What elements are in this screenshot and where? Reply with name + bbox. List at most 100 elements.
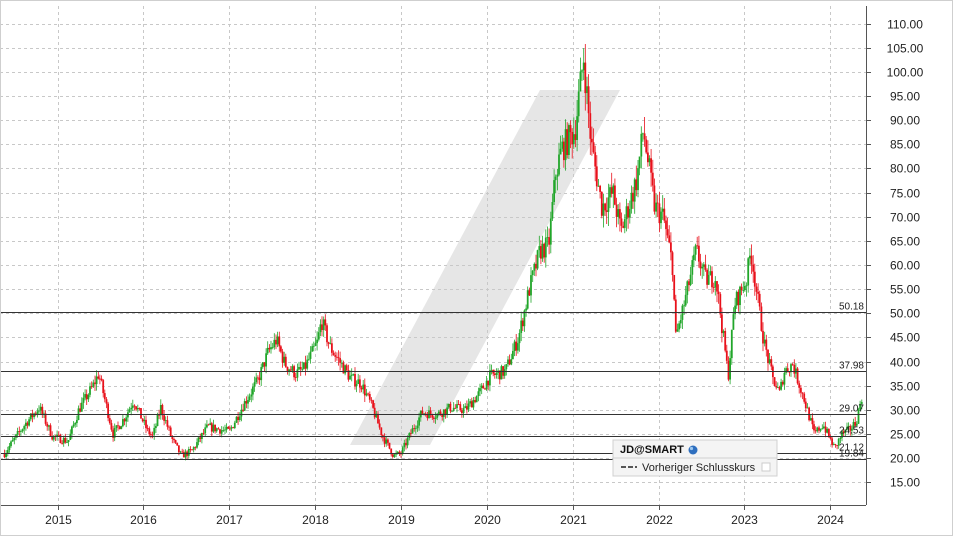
- candle-up: [523, 310, 526, 327]
- candle-up: [115, 425, 118, 429]
- candle-up: [633, 179, 636, 202]
- y-tick-label: 95.00: [890, 90, 920, 104]
- candle-up: [538, 246, 541, 251]
- candle-down: [814, 430, 817, 432]
- candle-up: [477, 391, 480, 396]
- candle-down: [85, 394, 88, 400]
- candle-up: [785, 368, 787, 373]
- candle-up: [536, 250, 539, 269]
- candle-up: [691, 260, 694, 275]
- candle-down: [150, 434, 152, 436]
- candle-down: [781, 381, 784, 385]
- candle-up: [701, 266, 704, 269]
- candle-down: [508, 359, 511, 365]
- legend: JD@SMART Vorheriger Schlusskurs: [612, 439, 778, 477]
- candle-up: [36, 411, 39, 414]
- candle-up: [707, 274, 710, 285]
- candle-up: [686, 281, 689, 295]
- candle-up: [322, 319, 325, 330]
- candle-down: [299, 367, 302, 370]
- candle-up: [640, 133, 643, 157]
- y-tick-label: 60.00: [890, 259, 920, 273]
- candle-up: [396, 451, 399, 454]
- candle-up: [130, 407, 133, 410]
- candle-up: [446, 407, 448, 415]
- candle-up: [679, 320, 682, 324]
- candle-down: [831, 438, 833, 446]
- candle-down: [651, 172, 654, 186]
- candle-up: [823, 426, 825, 429]
- candle-up: [196, 442, 198, 448]
- horizontal-gridlines: [0, 24, 866, 483]
- candle-down: [34, 413, 37, 415]
- candle-down: [470, 401, 473, 408]
- candle-up: [62, 437, 65, 444]
- candle-up: [768, 359, 771, 364]
- candle-down: [604, 203, 606, 211]
- candle-up: [16, 431, 19, 435]
- candle-up: [526, 290, 529, 309]
- candle-down: [202, 433, 205, 434]
- candle-down: [668, 235, 671, 243]
- legend-checkbox[interactable]: [761, 462, 771, 472]
- candle-up: [253, 382, 256, 387]
- candle-down: [390, 448, 393, 455]
- candle-up: [222, 430, 225, 431]
- candle-up: [204, 427, 207, 434]
- candle-up: [8, 446, 11, 450]
- y-tick-label: 45.00: [890, 331, 920, 345]
- candle-up: [416, 425, 419, 429]
- candle-down: [49, 425, 52, 437]
- candle-up: [655, 202, 657, 212]
- candle-down: [18, 431, 21, 432]
- candle-down: [123, 419, 126, 422]
- candle-down: [182, 452, 185, 458]
- candle-up: [128, 409, 131, 413]
- x-tick-label: 2018: [302, 513, 329, 527]
- candle-down: [627, 206, 629, 218]
- candle-up: [780, 381, 782, 390]
- candle-down: [721, 314, 723, 334]
- candle-up: [790, 364, 792, 373]
- candle-down: [373, 407, 376, 418]
- candle-down: [229, 428, 231, 430]
- candle-up: [401, 447, 404, 454]
- candle-down: [712, 287, 715, 288]
- x-tick-label: 2022: [646, 513, 673, 527]
- candle-down: [360, 387, 363, 390]
- candle-up: [648, 158, 651, 163]
- candle-up: [617, 209, 620, 217]
- y-tick-label: 75.00: [890, 187, 920, 201]
- candle-up: [29, 413, 32, 420]
- candle-down: [57, 434, 60, 436]
- candle-up: [235, 416, 238, 423]
- candle-down: [345, 365, 348, 371]
- candle-down: [242, 409, 244, 411]
- candle-up: [156, 414, 159, 426]
- candle-up: [819, 428, 822, 431]
- candle-up: [71, 426, 73, 434]
- candle-down: [444, 409, 447, 415]
- candle-up: [131, 405, 134, 408]
- candle-down: [620, 218, 623, 226]
- candle-up: [240, 409, 243, 417]
- candle-up: [153, 427, 156, 435]
- candle-up: [451, 410, 453, 412]
- candle-up: [311, 346, 314, 352]
- candle-down: [41, 406, 44, 414]
- candle-down: [161, 405, 164, 416]
- globe-icon[interactable]: [688, 445, 698, 455]
- candle-up: [517, 343, 519, 351]
- candle-down: [800, 387, 802, 393]
- candle-up: [576, 116, 578, 140]
- candle-down: [174, 440, 177, 443]
- candle-down: [135, 406, 137, 410]
- candle-up: [215, 428, 218, 432]
- candle-up: [582, 62, 585, 71]
- candle-down: [482, 385, 485, 389]
- candle-up: [159, 405, 162, 416]
- candle-up: [852, 422, 855, 429]
- candle-up: [564, 129, 567, 161]
- candle-down: [711, 271, 713, 288]
- candle-up: [25, 422, 27, 426]
